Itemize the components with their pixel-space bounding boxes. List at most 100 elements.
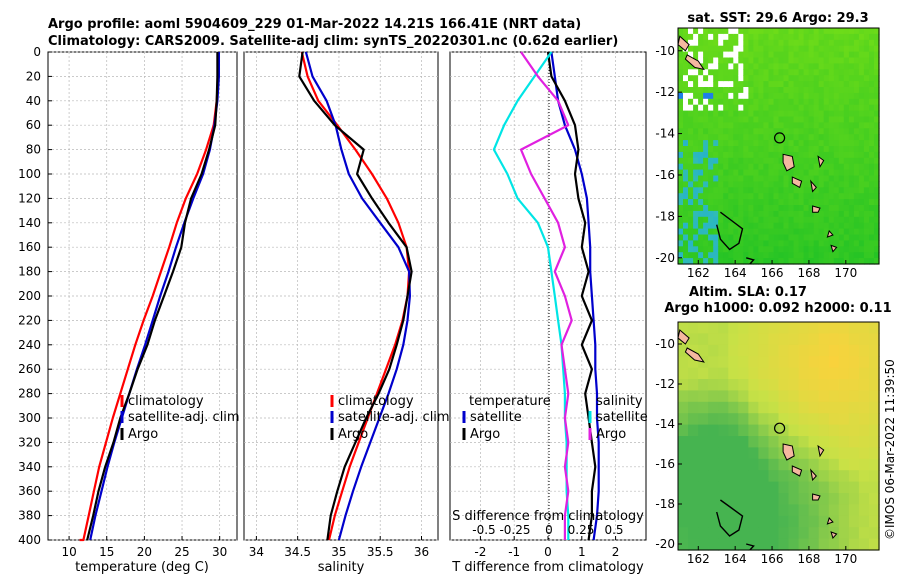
heatmap-cell: [768, 157, 775, 165]
heatmap-cell: [869, 28, 875, 35]
heatmap-cell: [728, 424, 739, 437]
heatmap-cell: [793, 151, 800, 159]
heatmap-cell: [818, 187, 825, 194]
heatmap-cell: [853, 92, 860, 100]
map-y-tick-label: -16: [655, 457, 675, 471]
heatmap-cell: [838, 504, 850, 517]
heatmap-cell: [738, 216, 744, 224]
heatmap-cell: [858, 481, 870, 494]
heatmap-cell: [788, 252, 795, 259]
heatmap-cell: [808, 258, 815, 265]
heatmap-cell: [678, 116, 684, 123]
heatmap-cell: [698, 344, 709, 357]
heatmap-cell: [818, 234, 825, 241]
heatmap-cell: [874, 228, 880, 236]
heatmap-cell: [823, 146, 830, 153]
heatmap-cell: [768, 436, 780, 448]
heatmap-cell: [818, 367, 830, 380]
heatmap-cell: [788, 28, 795, 35]
heatmap-cell: [688, 151, 694, 159]
heatmap-cell: [863, 51, 870, 59]
heatmap-cell: [783, 122, 790, 129]
heatmap-cell: [693, 163, 699, 171]
heatmap-cell: [708, 367, 719, 380]
heatmap-cell: [773, 193, 780, 200]
heatmap-cell: [798, 140, 805, 147]
heatmap-cell: [823, 193, 830, 200]
heatmap-cell: [713, 228, 719, 236]
sst-map-panel: sat. SST: 29.6 Argo: 29.3 162 164 166 168 17…: [655, 11, 880, 280]
heatmap-cell: [793, 116, 800, 123]
heatmap-cell: [783, 193, 790, 200]
heatmap-cell: [808, 538, 820, 551]
heatmap-cell: [828, 157, 835, 165]
heatmap-cell: [688, 146, 694, 153]
heatmap-cell: [758, 527, 770, 540]
heatmap-cell: [678, 140, 684, 147]
heatmap-cell: [718, 51, 724, 59]
heatmap-cell: [793, 87, 800, 94]
heatmap-cell: [828, 140, 835, 147]
heatmap-cell: [753, 175, 759, 182]
heatmap-cell: [718, 39, 724, 47]
heatmap-cell: [803, 92, 810, 100]
heatmap-cell: [838, 39, 845, 47]
heatmap-cell: [708, 333, 719, 346]
heatmap-cell: [838, 252, 845, 259]
heatmap-cell: [828, 246, 835, 253]
heatmap-cell: [718, 69, 724, 76]
heatmap-cell: [869, 515, 880, 528]
heatmap-cell: [703, 193, 709, 200]
heatmap-cell: [743, 75, 749, 82]
heatmap-cell: [858, 234, 865, 241]
heatmap-cell: [683, 246, 689, 253]
heatmap-cell: [728, 470, 739, 483]
heatmap-cell: [863, 187, 870, 194]
heatmap-cell: [683, 199, 689, 206]
heatmap-cell: [869, 75, 875, 82]
heatmap-cell: [823, 45, 830, 53]
heatmap-cell: [748, 87, 754, 94]
argo-location-marker: [773, 422, 786, 434]
heatmap-cell: [703, 51, 709, 59]
heatmap-cell: [748, 45, 754, 53]
y-tick-label: 60: [26, 118, 41, 132]
heatmap-cell: [853, 98, 860, 106]
heatmap-cell: [768, 205, 775, 212]
heatmap-cell: [853, 193, 860, 200]
heatmap-cell: [718, 493, 729, 505]
reef-outline: [746, 257, 755, 265]
heatmap-cell: [778, 205, 785, 212]
heatmap-cell: [713, 240, 719, 247]
heatmap-cell: [874, 98, 880, 106]
heatmap-cell: [808, 447, 820, 460]
heatmap-cell: [874, 33, 880, 41]
heatmap-cell: [863, 69, 870, 76]
heatmap-cell: [733, 169, 739, 177]
heatmap-cell: [683, 98, 689, 106]
heatmap-cell: [698, 104, 704, 112]
heatmap-cell: [808, 151, 815, 159]
heatmap-cell: [728, 169, 734, 177]
heatmap-cell: [828, 470, 840, 483]
heatmap-cell: [758, 151, 764, 159]
heatmap-cell: [788, 344, 800, 357]
heatmap-cell: [808, 515, 820, 528]
heatmap-cell: [763, 75, 769, 82]
heatmap-cell: [843, 104, 850, 112]
heatmap-cell: [848, 367, 860, 380]
heatmap-cell: [798, 240, 805, 247]
heatmap-cell: [743, 140, 749, 147]
heatmap-cell: [748, 228, 754, 236]
heatmap-cell: [793, 92, 800, 100]
heatmap-cell: [808, 481, 820, 494]
heatmap-cell: [828, 504, 840, 517]
heatmap-cell: [848, 81, 855, 88]
heatmap-cell: [874, 122, 880, 129]
heatmap-cell: [838, 228, 845, 236]
heatmap-cell: [843, 51, 850, 59]
heatmap-cell: [838, 481, 850, 494]
heatmap-cell: [748, 210, 754, 218]
heatmap-cell: [848, 104, 855, 112]
heatmap-cell: [828, 69, 835, 76]
